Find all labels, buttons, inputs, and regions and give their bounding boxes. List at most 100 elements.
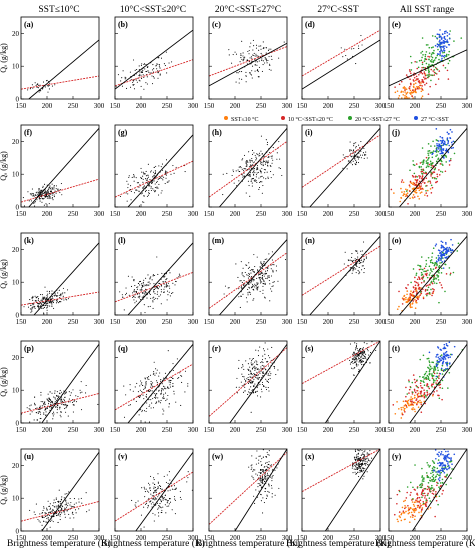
data-point <box>272 281 274 284</box>
data-point <box>271 162 273 164</box>
data-point-hot <box>436 45 439 48</box>
panel-label: (c) <box>212 20 221 29</box>
data-point <box>165 177 167 179</box>
data-point <box>43 520 45 523</box>
data-point-cool <box>412 176 415 178</box>
data-point <box>224 285 227 287</box>
data-point-cool <box>439 383 442 386</box>
data-point <box>46 80 48 82</box>
panel-label: (n) <box>305 236 315 245</box>
data-point <box>248 184 250 187</box>
data-point <box>354 361 356 363</box>
data-point <box>30 194 32 196</box>
data-point <box>42 516 44 518</box>
data-point <box>259 473 262 475</box>
data-point-cold <box>400 519 403 522</box>
data-point <box>51 519 53 521</box>
data-point-warm <box>428 367 430 369</box>
data-point <box>240 261 242 263</box>
data-point <box>252 391 255 394</box>
x-tick-label: 250 <box>349 534 360 542</box>
data-point <box>62 287 64 289</box>
data-point <box>250 42 252 44</box>
data-point-hot <box>443 252 446 255</box>
data-point <box>261 58 263 60</box>
data-point-cool <box>413 196 416 198</box>
x-tick-label: 250 <box>256 426 267 434</box>
data-point-cool <box>402 298 405 300</box>
data-point <box>355 363 357 365</box>
x-tick-label: 300 <box>462 426 473 434</box>
data-point <box>344 48 346 50</box>
data-point-cool <box>419 392 422 395</box>
data-point <box>251 160 253 162</box>
data-point <box>355 147 357 149</box>
data-point-cool <box>421 387 424 389</box>
data-point <box>360 35 362 37</box>
data-point <box>258 369 260 371</box>
data-point <box>164 504 166 506</box>
data-point <box>362 453 364 455</box>
data-point-cool <box>416 291 418 293</box>
data-point <box>245 192 247 194</box>
data-point <box>149 171 152 173</box>
data-point <box>60 391 62 393</box>
data-point-warm <box>435 383 438 386</box>
data-point <box>268 491 270 493</box>
data-point <box>55 505 57 507</box>
data-point <box>140 177 142 180</box>
data-point-warm <box>410 69 413 71</box>
data-point-cool <box>431 383 433 386</box>
data-point-cold <box>422 296 425 299</box>
data-point <box>153 503 155 505</box>
data-point <box>151 83 154 85</box>
data-point-warm <box>421 268 424 271</box>
data-point <box>48 194 50 197</box>
data-point <box>243 383 245 385</box>
data-point <box>256 289 258 291</box>
data-point <box>158 194 160 196</box>
data-point-warm <box>452 271 455 274</box>
data-point <box>245 165 247 167</box>
data-point <box>359 353 361 355</box>
data-point <box>162 408 164 410</box>
data-point <box>53 502 55 504</box>
data-point <box>358 465 360 468</box>
data-point <box>31 296 33 299</box>
data-point <box>154 173 156 175</box>
data-point <box>166 299 168 301</box>
data-point <box>269 64 271 67</box>
data-point <box>31 309 33 311</box>
data-point-warm <box>431 173 433 175</box>
data-point <box>157 298 159 300</box>
data-point-warm <box>430 55 433 57</box>
x-tick-label: 300 <box>188 102 199 110</box>
data-point-cold <box>417 392 420 395</box>
data-point-hot <box>435 375 438 378</box>
data-point <box>256 277 258 279</box>
data-point <box>143 388 145 390</box>
data-point <box>139 80 141 82</box>
data-point <box>142 281 144 284</box>
data-point <box>243 285 245 287</box>
data-point-cold <box>409 516 412 518</box>
data-point-cold <box>393 192 395 194</box>
data-point <box>257 167 259 169</box>
data-point <box>154 395 157 397</box>
data-point-cold <box>419 87 421 90</box>
data-point <box>363 272 365 274</box>
data-point-warm <box>433 282 436 284</box>
data-point <box>41 201 43 203</box>
data-point-warm <box>445 53 448 56</box>
y-tick-label: 10 <box>12 387 20 395</box>
data-point-warm <box>428 63 430 66</box>
data-point-cold <box>419 401 421 404</box>
data-point-warm <box>423 159 425 161</box>
data-point <box>43 305 45 307</box>
data-point <box>73 506 75 508</box>
data-point <box>257 368 259 370</box>
data-point <box>258 60 260 62</box>
data-point <box>349 149 351 151</box>
data-point <box>130 190 132 192</box>
